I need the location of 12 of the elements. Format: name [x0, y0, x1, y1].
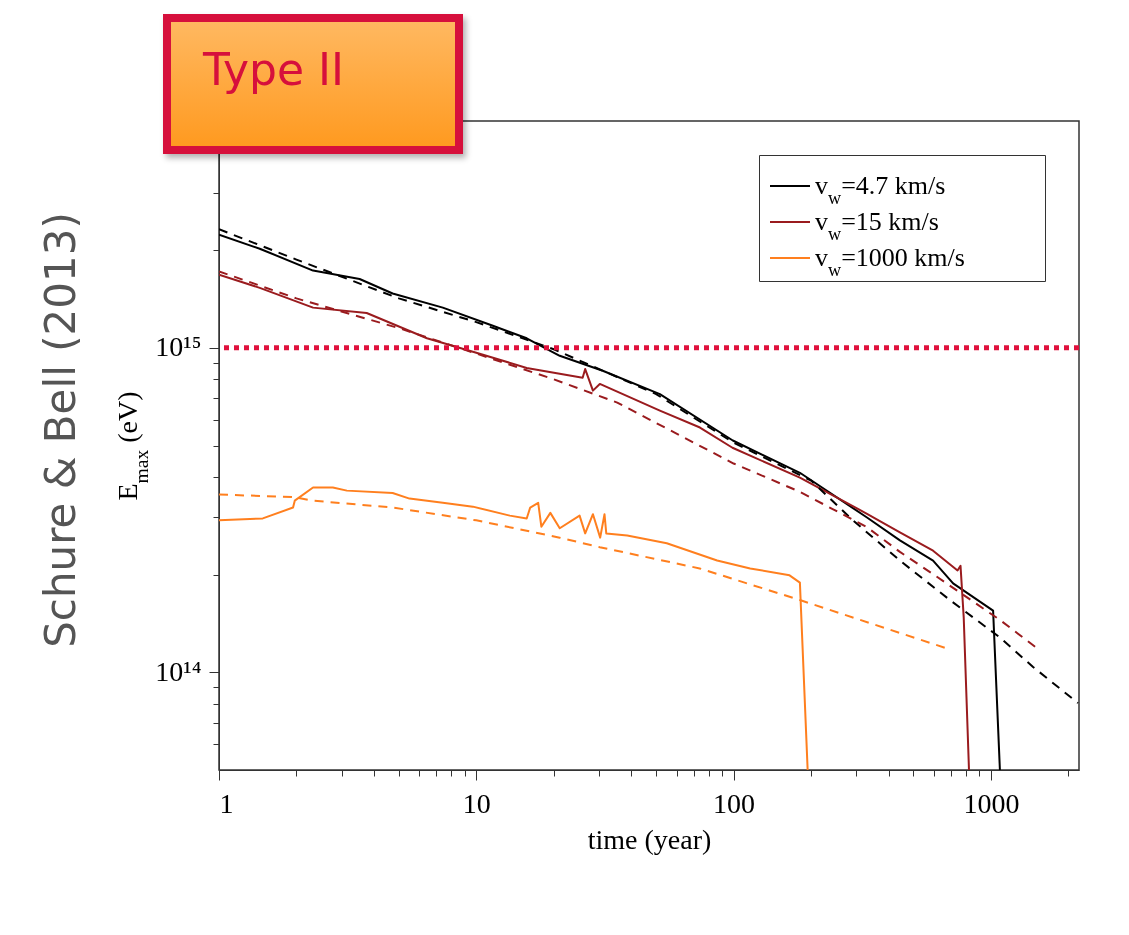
legend-label: v$_{w}$=15 km/s: [815, 207, 939, 244]
y-tick-label: 10¹⁴: [155, 655, 202, 687]
x-tick-label: 10: [462, 787, 491, 819]
y-tick-label: 10¹⁵: [155, 331, 202, 363]
x-axis-title: time (year): [587, 823, 712, 855]
x-tick-label: 100: [713, 787, 756, 819]
legend-label: v$_{w}$=4.7 km/s: [815, 171, 946, 208]
x-tick-label: 1: [219, 787, 234, 819]
x-tick-label: 1000: [963, 787, 1020, 819]
text: Schure & Bell (2013): [35, 212, 85, 648]
text: Type II: [203, 44, 345, 95]
legend-label: v$_{w}$=1000 km/s: [815, 243, 965, 280]
